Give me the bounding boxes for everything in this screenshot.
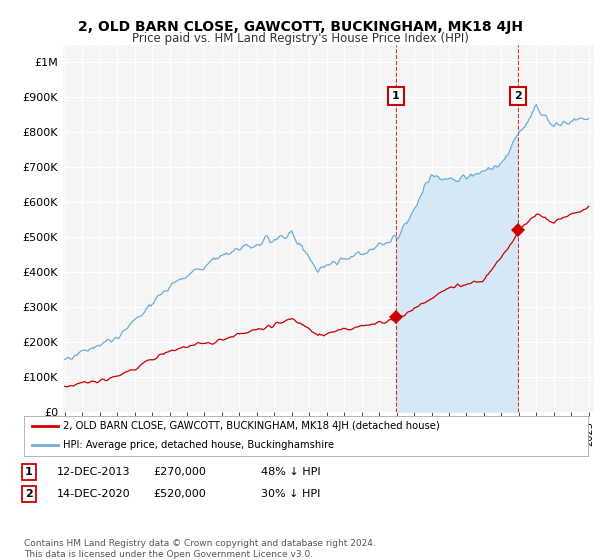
Text: 2: 2 bbox=[25, 489, 32, 499]
Text: 2, OLD BARN CLOSE, GAWCOTT, BUCKINGHAM, MK18 4JH (detached house): 2, OLD BARN CLOSE, GAWCOTT, BUCKINGHAM, … bbox=[64, 421, 440, 431]
Text: 1: 1 bbox=[25, 467, 32, 477]
Text: 2, OLD BARN CLOSE, GAWCOTT, BUCKINGHAM, MK18 4JH: 2, OLD BARN CLOSE, GAWCOTT, BUCKINGHAM, … bbox=[77, 20, 523, 34]
Text: 12-DEC-2013: 12-DEC-2013 bbox=[57, 467, 131, 477]
Text: 30% ↓ HPI: 30% ↓ HPI bbox=[261, 489, 320, 499]
Text: 1: 1 bbox=[392, 91, 400, 101]
Text: 2: 2 bbox=[514, 91, 522, 101]
Text: 48% ↓ HPI: 48% ↓ HPI bbox=[261, 467, 320, 477]
Text: £270,000: £270,000 bbox=[153, 467, 206, 477]
Text: HPI: Average price, detached house, Buckinghamshire: HPI: Average price, detached house, Buck… bbox=[64, 440, 335, 450]
Text: Contains HM Land Registry data © Crown copyright and database right 2024.
This d: Contains HM Land Registry data © Crown c… bbox=[24, 539, 376, 559]
Text: Price paid vs. HM Land Registry's House Price Index (HPI): Price paid vs. HM Land Registry's House … bbox=[131, 32, 469, 45]
Text: 14-DEC-2020: 14-DEC-2020 bbox=[57, 489, 131, 499]
Text: £520,000: £520,000 bbox=[153, 489, 206, 499]
